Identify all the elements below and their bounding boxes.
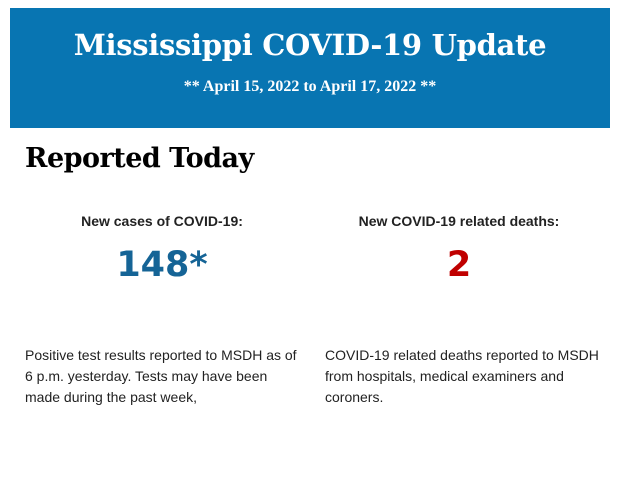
header-banner: Mississippi COVID-19 Update ** April 15,… — [10, 8, 610, 128]
cases-description: Positive test results reported to MSDH a… — [25, 347, 297, 405]
new-cases-panel: New cases of COVID-19: 148* — [22, 213, 302, 285]
new-cases-value: 148* — [116, 245, 208, 285]
new-deaths-label: New COVID-19 related deaths: — [358, 213, 560, 229]
date-range: ** April 15, 2022 to April 17, 2022 ** — [183, 78, 437, 95]
page-title: Mississippi COVID-19 Update — [73, 28, 547, 62]
new-deaths-panel: New COVID-19 related deaths: 2 — [319, 213, 599, 285]
new-deaths-value: 2 — [446, 245, 472, 285]
section-heading: Reported Today — [25, 143, 254, 174]
deaths-description: COVID-19 related deaths reported to MSDH… — [325, 347, 599, 405]
new-cases-label: New cases of COVID-19: — [81, 213, 243, 229]
